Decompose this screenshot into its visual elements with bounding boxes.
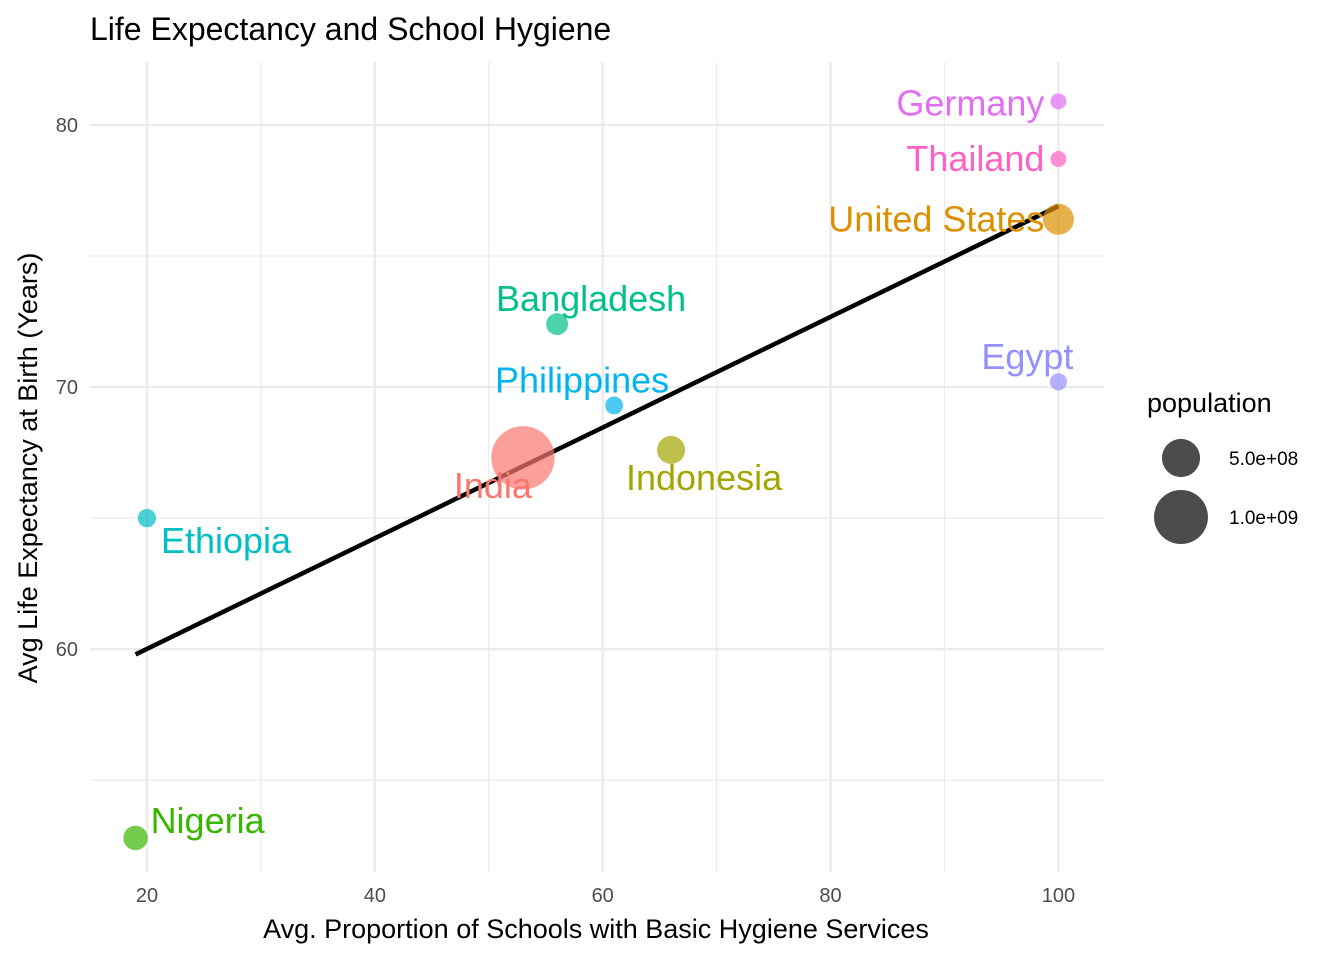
- point-label: Germany: [896, 82, 1044, 123]
- point-label: India: [454, 465, 533, 506]
- x-axis-title: Avg. Proportion of Schools with Basic Hy…: [263, 914, 929, 944]
- point-label: Ethiopia: [161, 520, 292, 561]
- legend-key: [1154, 490, 1208, 544]
- data-point: [123, 825, 148, 851]
- point-label: Thailand: [906, 138, 1044, 179]
- legend-label: 5.0e+08: [1229, 449, 1298, 470]
- y-tick-label: 80: [56, 115, 78, 137]
- size-legend: population 5.0e+08 1.0e+09: [1147, 388, 1298, 544]
- x-tick-label: 60: [592, 885, 614, 907]
- data-point: [605, 396, 624, 415]
- data-point: [137, 508, 157, 528]
- point-label: Nigeria: [151, 800, 266, 841]
- data-points: [123, 93, 1074, 851]
- x-tick-label: 80: [819, 885, 841, 907]
- x-tick-label: 20: [136, 885, 158, 907]
- x-tick-label: 40: [364, 885, 386, 907]
- legend-key: [1161, 438, 1201, 478]
- y-tick-label: 70: [56, 377, 78, 399]
- data-point: [1042, 203, 1074, 235]
- axis-ticks: 20 40 60 80 100 60 70 80: [56, 115, 1075, 907]
- trend-line: [134, 204, 1060, 657]
- chart-title: Life Expectancy and School Hygiene: [90, 11, 611, 47]
- grid: [90, 62, 1104, 872]
- y-axis-title: Avg Life Expectancy at Birth (Years): [13, 253, 43, 684]
- point-label: Philippines: [495, 359, 669, 400]
- data-point: [1050, 93, 1067, 110]
- point-label: United States: [828, 198, 1044, 239]
- x-tick-label: 100: [1042, 885, 1075, 907]
- legend-items: 5.0e+08 1.0e+09: [1154, 438, 1298, 544]
- data-point: [657, 435, 686, 464]
- data-point: [1050, 150, 1067, 167]
- point-label: Egypt: [981, 336, 1073, 377]
- point-label: Indonesia: [626, 457, 783, 498]
- point-labels: Germany Thailand United States Egypt Banglad…: [151, 82, 1074, 841]
- data-point: [491, 426, 555, 490]
- legend-label: 1.0e+09: [1229, 508, 1298, 529]
- y-tick-label: 60: [56, 639, 78, 661]
- legend-title: population: [1147, 388, 1272, 418]
- trend-line-group: [134, 204, 1060, 657]
- point-label: Bangladesh: [496, 278, 686, 319]
- data-point: [1049, 373, 1067, 391]
- data-point: [546, 313, 569, 336]
